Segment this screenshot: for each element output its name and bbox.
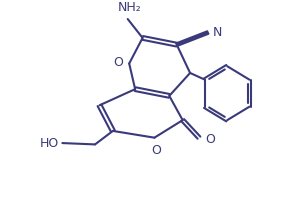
- Text: NH₂: NH₂: [117, 1, 141, 14]
- Text: O: O: [151, 144, 161, 157]
- Text: HO: HO: [40, 137, 59, 150]
- Text: O: O: [206, 133, 215, 146]
- Text: N: N: [213, 26, 223, 39]
- Text: O: O: [113, 56, 123, 69]
